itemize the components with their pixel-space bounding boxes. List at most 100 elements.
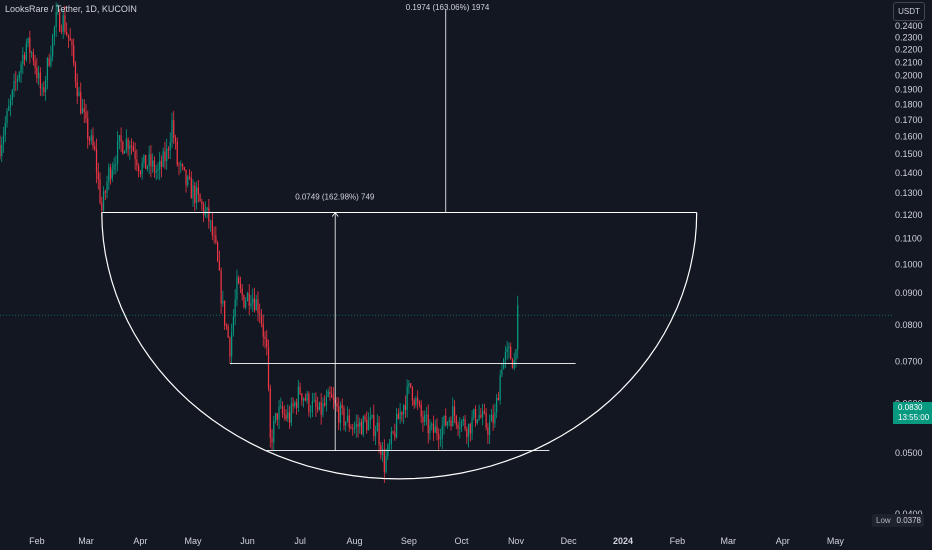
candle-body	[15, 80, 17, 82]
candle-body	[48, 58, 50, 66]
candle-body	[27, 37, 29, 44]
candle-body	[187, 176, 189, 185]
candle-body	[467, 423, 470, 437]
candle-body	[281, 406, 284, 414]
time-tick-label: Jun	[240, 536, 255, 546]
candle-body	[13, 80, 15, 91]
candle-body	[162, 151, 164, 167]
time-axis: Feb Mar Apr May Jun Jul Aug Sep Oct Nov Dec 2024 Feb…	[29, 536, 844, 546]
price-tick-label: 0.1300	[895, 188, 923, 198]
candle-body	[67, 34, 70, 39]
candle-body	[348, 415, 350, 428]
candle-body	[6, 110, 8, 124]
price-tick-label: 0.1400	[895, 168, 923, 178]
candle-body	[132, 146, 134, 152]
candle-body	[60, 31, 63, 33]
candle-body	[257, 299, 259, 313]
candle-body	[478, 414, 480, 420]
low-value: 0.0378	[896, 516, 921, 525]
candle-body	[306, 393, 308, 401]
candle-body	[2, 135, 5, 145]
time-tick-label: Sep	[401, 536, 417, 546]
price-tick-label: 0.1200	[895, 210, 923, 220]
candle-body	[496, 397, 498, 413]
candle-body	[332, 397, 335, 400]
candle-body	[459, 427, 461, 429]
candle-body	[97, 172, 99, 180]
candle-body	[118, 135, 120, 141]
time-tick-label: Dec	[561, 536, 578, 546]
candle-body	[380, 445, 382, 455]
candle-body	[464, 419, 466, 430]
candle-body	[504, 351, 507, 360]
price-tick-label: 0.0900	[895, 288, 923, 298]
time-tick-label: Feb	[29, 536, 45, 546]
candle-body	[350, 427, 352, 429]
drawing-layer: 0.0749 (162.98%) 749 0.1974 (163.06%) 197…	[101, 3, 698, 480]
candle-body	[218, 260, 220, 271]
candle-body	[494, 412, 496, 424]
price-tick-label: 0.2200	[895, 45, 923, 55]
candle-body	[169, 142, 171, 151]
candle-body	[248, 293, 250, 306]
symbol-title[interactable]: LooksRare / Tether, 1D, KUCOIN	[5, 4, 137, 14]
candle-body	[288, 412, 291, 423]
candle-body	[471, 417, 473, 434]
candle-body	[331, 393, 333, 398]
candle-body	[224, 300, 226, 325]
candle-body	[229, 337, 231, 357]
candle-body	[123, 151, 126, 154]
candle-body	[231, 332, 233, 357]
candle-body	[174, 137, 177, 142]
candle-body	[388, 443, 391, 445]
candle-body	[339, 404, 342, 423]
last-price-tag: 0.0830 13:55:00	[893, 402, 932, 424]
candle-body	[178, 164, 180, 166]
candle-body	[336, 403, 338, 407]
candle-body	[489, 421, 491, 436]
price-tick-label: 0.1900	[895, 85, 923, 95]
candle-body	[302, 398, 305, 401]
candle-body	[71, 40, 73, 46]
candle-body	[273, 420, 275, 443]
candle-body	[297, 386, 299, 408]
candle-body	[490, 414, 492, 422]
candle-body	[466, 429, 468, 437]
candle-body	[181, 164, 184, 167]
candle-body	[359, 421, 361, 427]
candle-body	[101, 202, 103, 211]
candle-body	[406, 386, 408, 411]
price-tick-label: 0.1800	[895, 99, 923, 109]
candle-body	[294, 402, 296, 407]
time-tick-label: Nov	[508, 536, 525, 546]
candle-body	[448, 420, 450, 422]
currency-unit-button[interactable]: USDT	[893, 2, 925, 21]
candle-body	[390, 431, 392, 444]
candle-body	[373, 415, 375, 436]
price-tick-label: 0.2000	[895, 71, 923, 81]
candle-body	[157, 169, 159, 172]
candle-body	[46, 58, 48, 81]
candle-body	[176, 141, 178, 165]
cup-curve	[101, 212, 698, 480]
candle-body	[452, 406, 454, 427]
candle-body	[73, 45, 75, 64]
price-tick-label: 0.2300	[895, 33, 923, 43]
candle-body	[497, 397, 500, 401]
price-tick-label: 0.1500	[895, 149, 923, 159]
candle-body	[383, 449, 385, 472]
candle-body	[457, 424, 459, 429]
candle-body	[81, 108, 84, 114]
bar-countdown: 13:55:00	[898, 413, 930, 422]
candle-body	[116, 140, 119, 164]
price-tick-label: 0.1100	[895, 233, 922, 243]
candle-body	[362, 416, 364, 435]
candle-body	[166, 148, 168, 162]
price-tick-label: 0.0800	[895, 320, 923, 330]
price-tick-label: 0.1600	[895, 131, 923, 141]
candle-body	[485, 413, 487, 428]
candle-body	[401, 411, 403, 415]
candle-body	[408, 383, 410, 387]
candle-body	[225, 324, 228, 327]
